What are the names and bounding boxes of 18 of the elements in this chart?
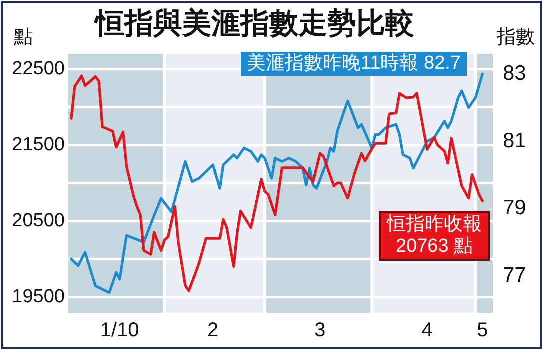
y2-tick-label: 81 — [503, 129, 526, 152]
x-tick-label: 1/10 — [100, 320, 140, 342]
chart-title: 恒指與美滙指數走勢比較 — [96, 8, 414, 40]
annotation: 美滙指數昨晚11時報 82.7 — [241, 52, 467, 76]
y-tick-label: 19500 — [12, 286, 65, 308]
y2-tick-label: 77 — [503, 264, 526, 287]
y2-tick-label: 79 — [503, 196, 526, 220]
y-axis-title: 點 — [14, 26, 33, 50]
x-tick-label: 5 — [477, 320, 488, 342]
x-tick-label: 3 — [314, 320, 326, 342]
y2-axis-title: 指數 — [497, 26, 535, 50]
y-tick-label: 21500 — [12, 134, 65, 156]
annotation: 恒指昨收報 20763 點 — [379, 211, 490, 261]
x-tick-label: 2 — [208, 320, 219, 342]
x-tick-label: 4 — [422, 320, 433, 342]
y-tick-label: 22500 — [12, 58, 65, 80]
y2-tick-label: 83 — [503, 62, 526, 85]
y-tick-label: 20500 — [12, 210, 65, 232]
